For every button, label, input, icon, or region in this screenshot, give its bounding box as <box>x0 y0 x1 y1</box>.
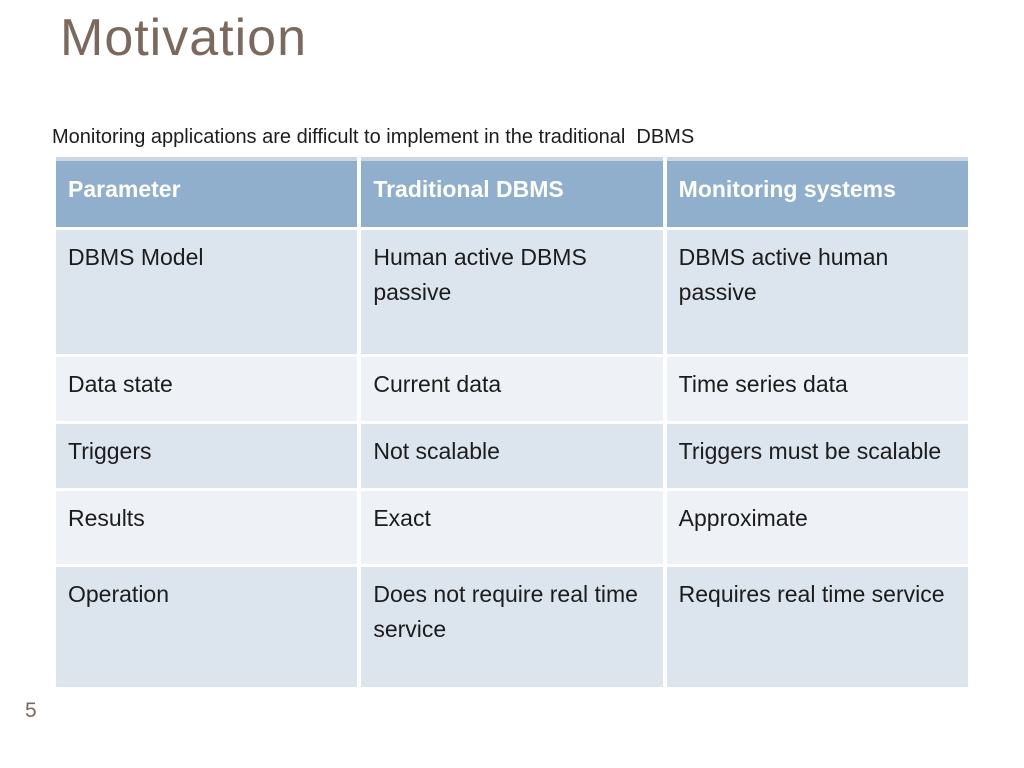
table-cell-dbms-model-traditional: Human active DBMS passive <box>361 230 663 354</box>
table-cell-operation-monitoring: Requires real time service <box>666 567 968 687</box>
table-header-traditional-dbms: Traditional DBMS <box>361 157 663 227</box>
table-cell-dbms-model-parameter: DBMS Model <box>56 230 358 354</box>
slide-subtitle: Monitoring applications are difficult to… <box>52 126 695 148</box>
table-cell-triggers-monitoring: Triggers must be scalable <box>666 424 968 488</box>
table-cell-results-traditional: Exact <box>361 491 663 564</box>
table-cell-data-state-monitoring: Time series data <box>666 357 968 421</box>
table-header-monitoring-systems: Monitoring systems <box>666 157 968 227</box>
table-cell-results-monitoring: Approximate <box>666 491 968 564</box>
slide-title: Motivation <box>60 9 307 67</box>
table-cell-operation-parameter: Operation <box>56 567 358 687</box>
page-number: 5 <box>25 699 37 722</box>
table-cell-results-parameter: Results <box>56 491 358 564</box>
dbms-comparison-table: Parameter Traditional DBMS Monitoring sy… <box>56 157 968 687</box>
table-cell-triggers-parameter: Triggers <box>56 424 358 488</box>
table-cell-data-state-traditional: Current data <box>361 357 663 421</box>
table-cell-triggers-traditional: Not scalable <box>361 424 663 488</box>
table-cell-dbms-model-monitoring: DBMS active human passive <box>666 230 968 354</box>
table-cell-operation-traditional: Does not require real time service <box>361 567 663 687</box>
table-cell-data-state-parameter: Data state <box>56 357 358 421</box>
table-header-parameter: Parameter <box>56 157 358 227</box>
